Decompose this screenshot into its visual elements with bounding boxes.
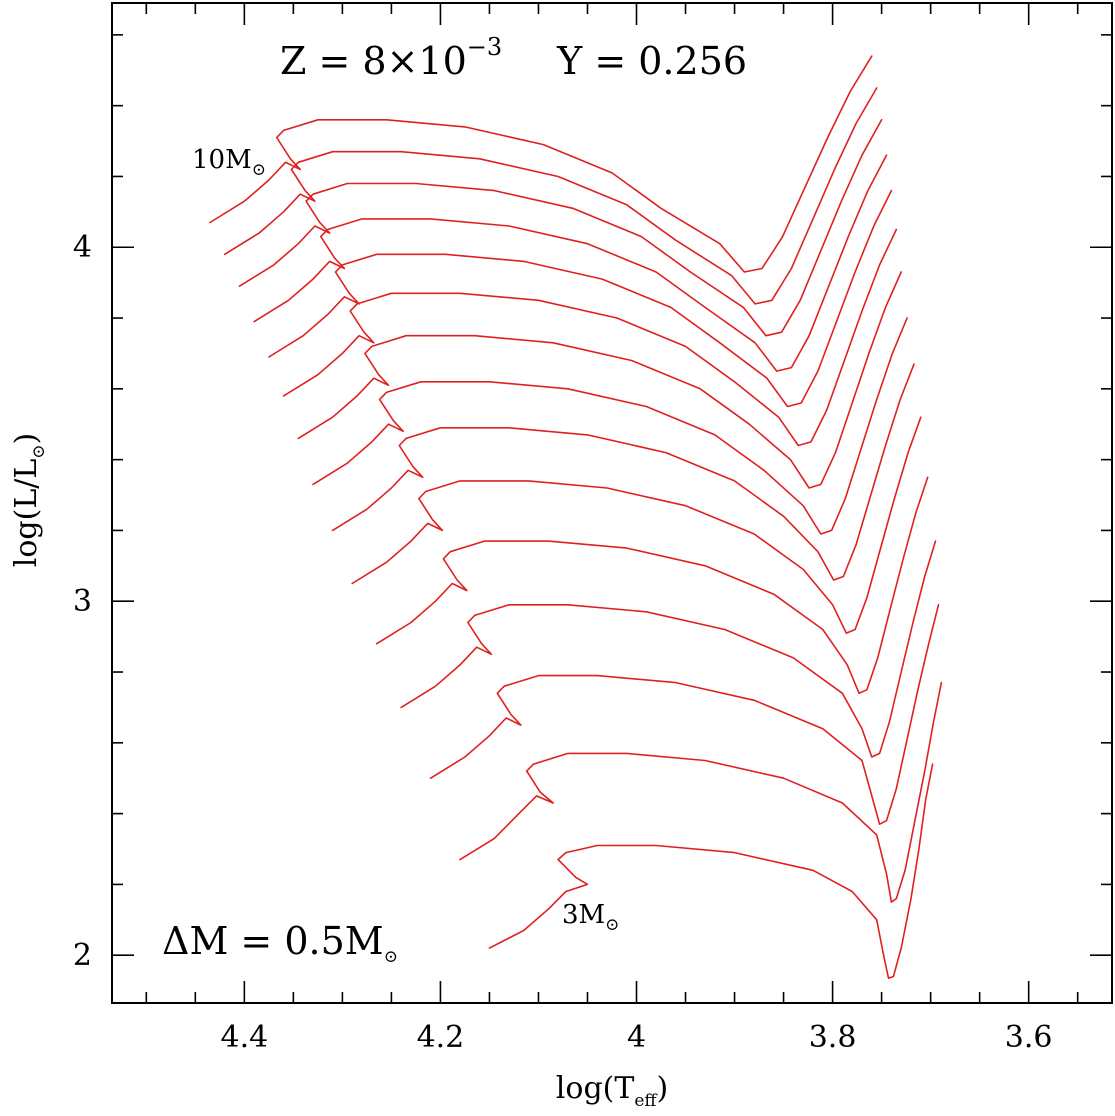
track-8_0-msun	[268, 189, 893, 408]
z-exponent: −3	[467, 33, 502, 61]
x-tick-label: 4.4	[220, 1020, 268, 1055]
z-value: Z = 8×10	[280, 39, 467, 83]
composition-annotation: Z = 8×10−3 Y = 0.256	[280, 33, 747, 83]
axis-ticks	[112, 3, 1112, 1003]
x-tick-label: 3.6	[1005, 1020, 1053, 1055]
track-6_0-msun	[331, 363, 915, 581]
y-tick-label: 4	[73, 230, 92, 265]
track-4_0-msun	[429, 604, 940, 825]
track-6_5-msun	[312, 317, 908, 535]
top-mass-label: 10M⊙	[192, 145, 266, 180]
y-axis-label-close: )	[9, 433, 44, 445]
track-8_5-msun	[253, 154, 888, 372]
track-3_5-msun	[459, 681, 943, 903]
track-9_0-msun	[238, 119, 883, 337]
top-mass-sun-symbol: ⊙	[252, 160, 266, 180]
y-value: Y = 0.256	[556, 39, 747, 83]
track-3_0-msun	[488, 763, 934, 979]
track-5_5-msun	[351, 416, 922, 634]
y-tick-label: 3	[73, 584, 92, 619]
mass-step-annotation: ΔM = 0.5M⊙	[162, 919, 398, 967]
track-9_5-msun	[223, 87, 878, 305]
bottom-mass-text: 3M	[562, 900, 605, 930]
track-7_0-msun	[297, 271, 902, 489]
y-axis-label-subscript: ⊙	[29, 444, 49, 458]
top-mass-text: 10M	[192, 145, 252, 175]
track-7_5-msun	[282, 228, 898, 447]
x-axis-label: log(Teff)	[556, 1071, 668, 1111]
track-5_0-msun	[375, 476, 929, 695]
track-4_5-msun	[400, 540, 937, 758]
mass-step-text: ΔM = 0.5M	[162, 919, 384, 963]
x-axis-label-text: log(T	[556, 1071, 635, 1106]
x-tick-label: 4	[627, 1020, 646, 1055]
plot-frame	[111, 2, 1113, 1004]
y-tick-label: 2	[73, 938, 92, 973]
x-tick-label: 4.2	[417, 1020, 465, 1055]
x-axis-label-subscript: eff	[634, 1091, 658, 1111]
y-axis-label-text: log(L/L	[9, 459, 44, 568]
mass-step-sun-symbol: ⊙	[384, 947, 398, 967]
bottom-mass-label: 3M⊙	[562, 900, 619, 935]
bottom-mass-sun-symbol: ⊙	[605, 915, 619, 935]
track-10_0-msun	[209, 55, 873, 273]
y-axis-label: log(L/L⊙)	[9, 433, 49, 567]
x-tick-label: 3.8	[809, 1020, 857, 1055]
axis-tick-labels: 4.4 4.2 4 3.8 3.6 2 3 4	[73, 230, 1053, 1055]
x-axis-label-close: )	[657, 1071, 669, 1106]
evolutionary-tracks	[209, 55, 943, 979]
